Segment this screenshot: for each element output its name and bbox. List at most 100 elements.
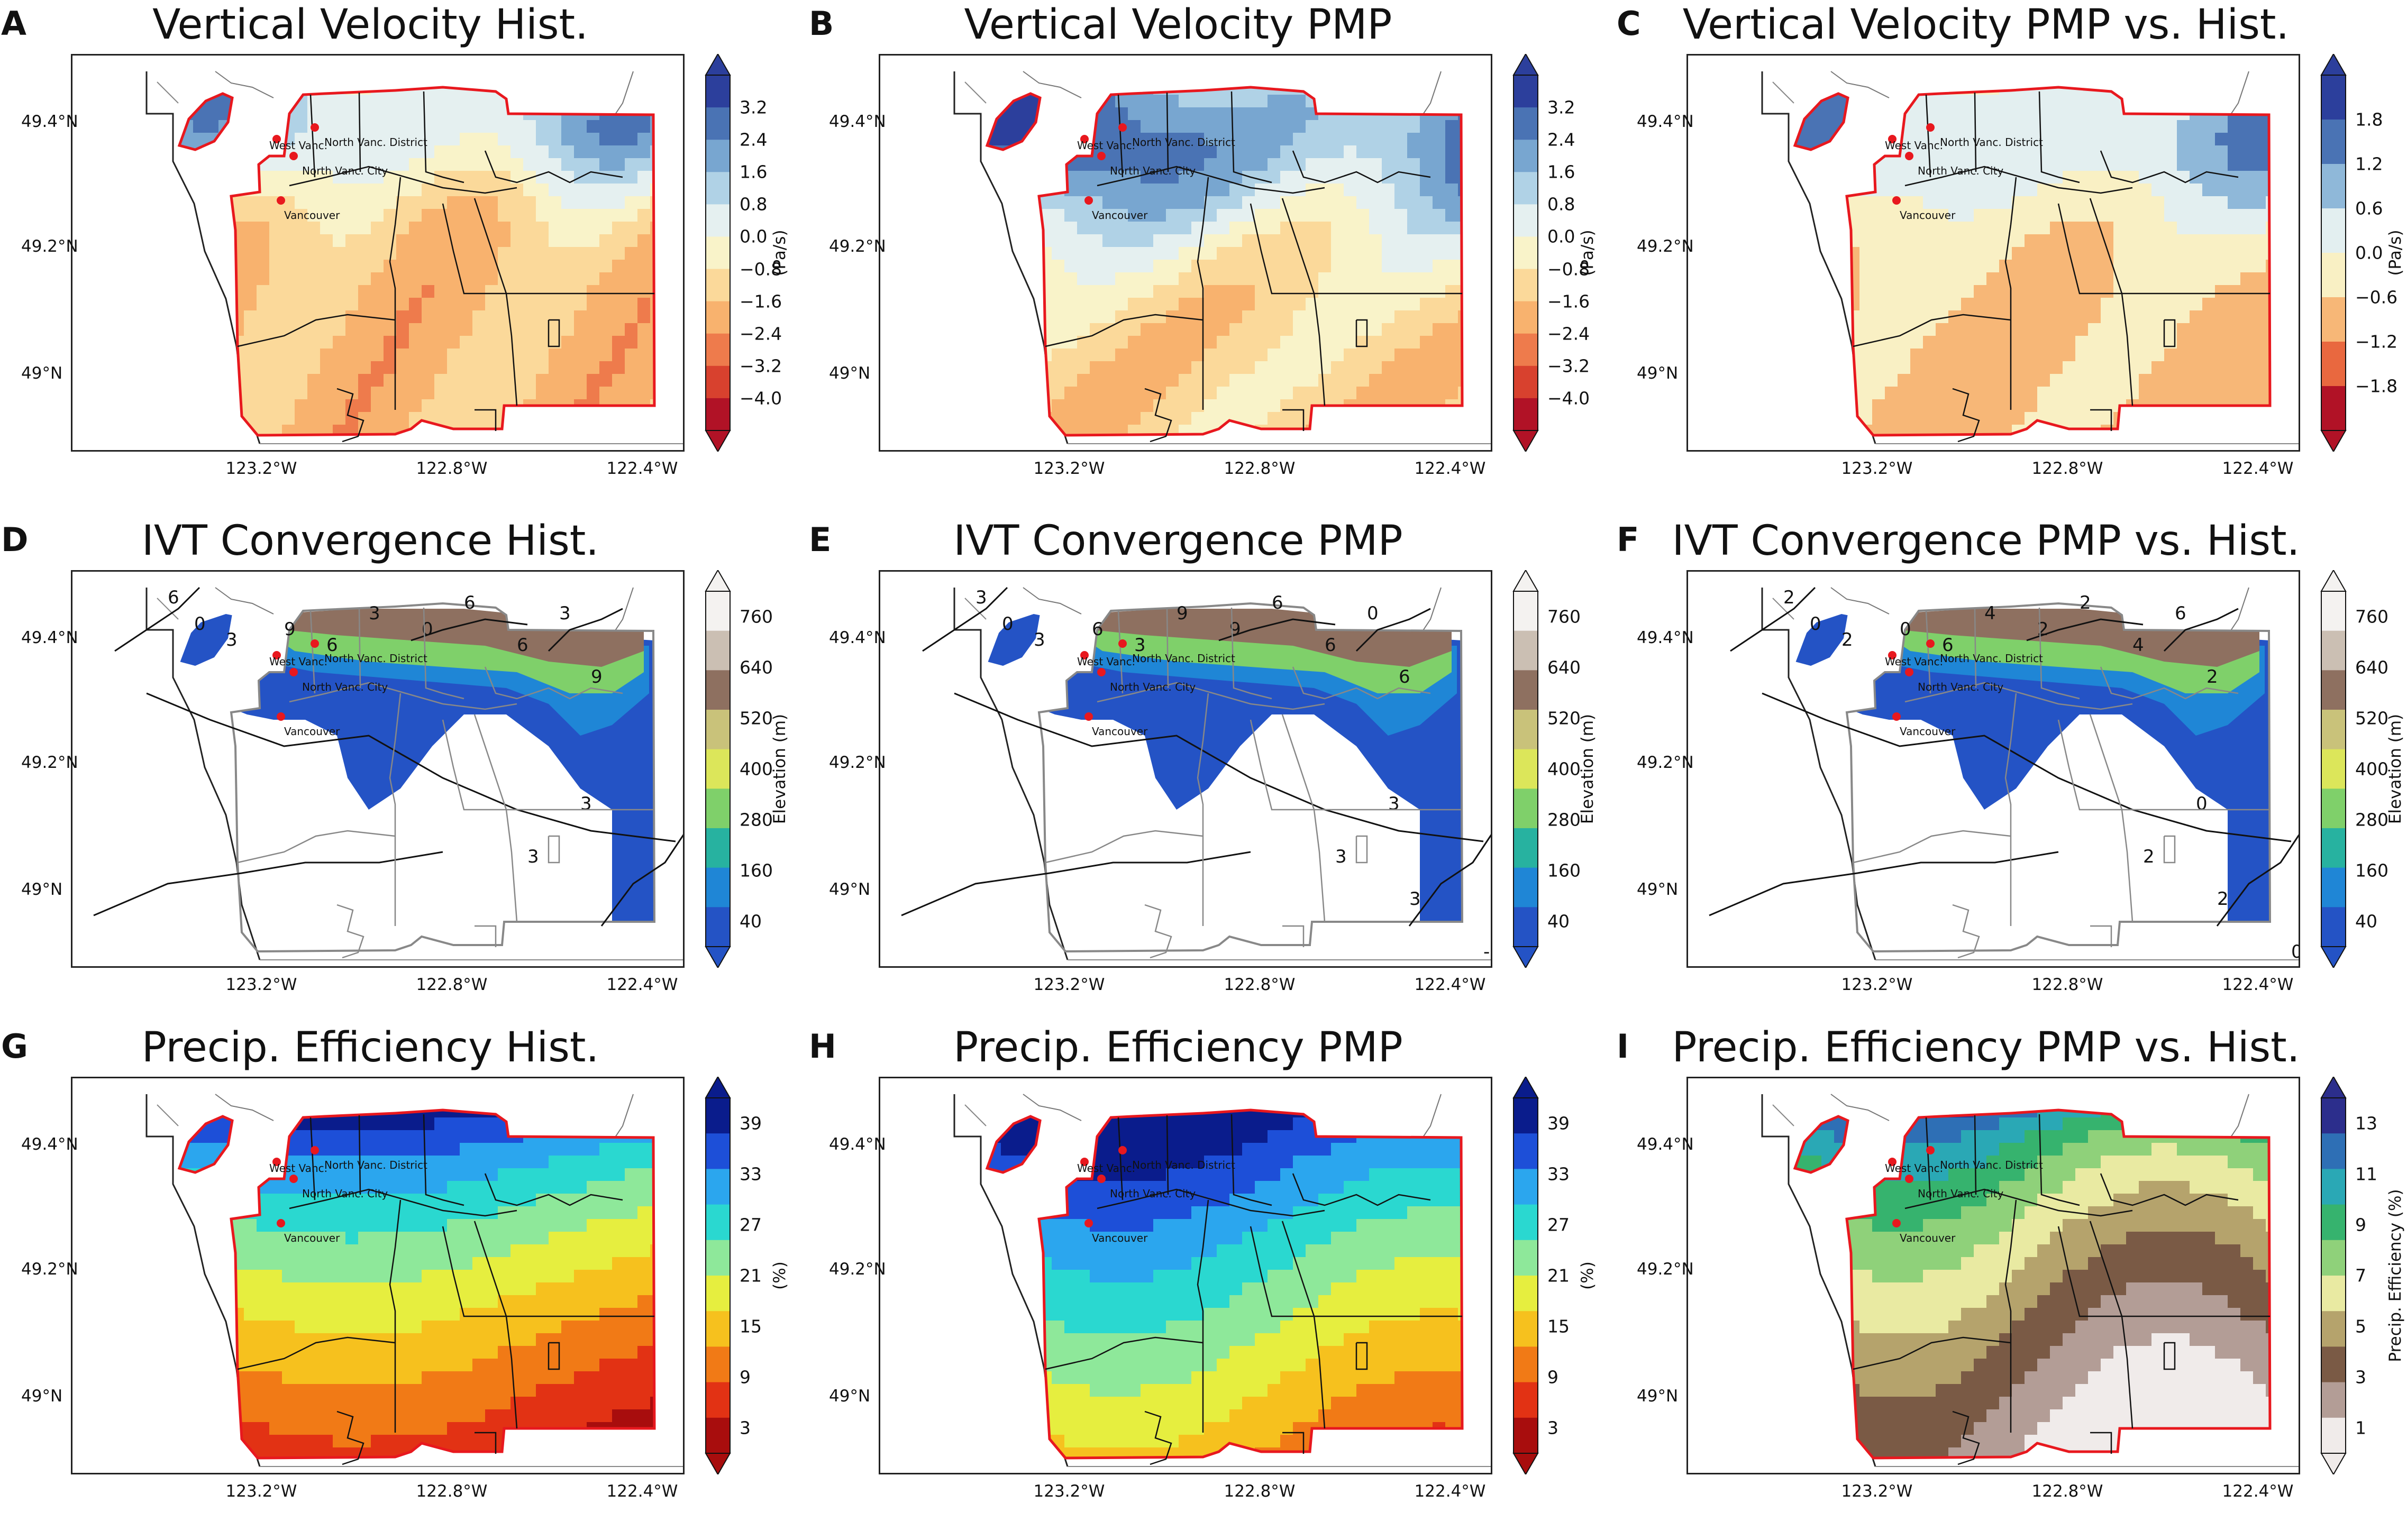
field-cell (2101, 387, 2114, 400)
field-cell (1014, 298, 1027, 311)
field-cell (1026, 361, 1040, 374)
colorbar-swatch (2321, 297, 2346, 342)
field-cell (244, 247, 257, 260)
field-cell (2151, 145, 2165, 159)
field-cell (1191, 184, 1205, 197)
field-cell (1077, 399, 1090, 412)
field-cell (333, 387, 346, 400)
field-cell (663, 1244, 676, 1258)
field-cell (574, 260, 587, 273)
field-cell (257, 1295, 270, 1308)
field-cell (2278, 336, 2292, 349)
field-cell (320, 387, 333, 400)
field-cell (2088, 95, 2101, 108)
field-cell (472, 1181, 486, 1194)
field-cell (1821, 425, 1835, 438)
field-cell (320, 1206, 333, 1220)
field-cell (1809, 260, 1822, 273)
field-cell (1026, 209, 1040, 222)
field-cell (1102, 399, 1116, 412)
field-cell (1986, 120, 2000, 133)
colorbar-tick-label: 520 (1547, 708, 1581, 729)
colorbar-swatch (1514, 366, 1538, 399)
field-cell (422, 1282, 435, 1296)
field-cell (244, 209, 257, 222)
field-cell (358, 399, 371, 412)
field-cell (612, 412, 625, 425)
field-cell (257, 1130, 270, 1143)
field-cell (269, 1321, 282, 1334)
field-cell (1344, 234, 1357, 248)
field-cell (561, 336, 575, 349)
field-cell (231, 374, 244, 387)
field-cell (1445, 260, 1458, 273)
field-cell (1872, 310, 1885, 324)
field-cell (1026, 336, 1040, 349)
field-cell (1255, 133, 1268, 146)
field-cell (1331, 387, 1344, 400)
field-cell (612, 196, 625, 209)
field-cell (371, 1270, 384, 1283)
field-cell (625, 158, 638, 171)
field-cell (257, 387, 270, 400)
colorbar-swatch (2321, 749, 2346, 790)
field-cell (1885, 234, 1898, 248)
field-cell (2240, 336, 2254, 349)
field-cell (2050, 95, 2063, 108)
field-cell (988, 387, 1001, 400)
field-cell (409, 1397, 422, 1410)
y-tick-label: 49°N (829, 364, 870, 383)
field-cell (1204, 298, 1217, 311)
field-cell (447, 234, 460, 248)
field-cell (371, 184, 384, 197)
field-cell (1204, 209, 1217, 222)
field-cell (333, 1117, 346, 1131)
field-cell (257, 1156, 270, 1169)
field-cell (988, 336, 1001, 349)
field-cell (2278, 412, 2292, 425)
field-cell (1471, 107, 1484, 121)
field-cell (1255, 196, 1268, 209)
field-cell (1910, 310, 1923, 324)
field-cell (231, 1156, 244, 1169)
field-cell (180, 361, 194, 374)
field-cell (2177, 222, 2190, 235)
field-cell (1356, 82, 1370, 95)
field-cell (244, 222, 257, 235)
colorbar-tick-label: 1.8 (2355, 109, 2383, 130)
field-cell (510, 425, 524, 438)
field-cell (1974, 184, 1987, 197)
field-cell (587, 1143, 600, 1156)
field-cell (625, 336, 638, 349)
field-cell (384, 425, 397, 438)
field-cell (2088, 412, 2101, 425)
field-cell (257, 1244, 270, 1258)
field-cell (2063, 349, 2076, 362)
field-cell (523, 310, 536, 324)
field-cell (637, 425, 651, 438)
field-cell (244, 349, 257, 362)
field-cell (637, 272, 651, 286)
municipal-boundary (1853, 831, 2011, 863)
contour-label: 2 (2143, 846, 2155, 867)
field-cell (168, 349, 181, 362)
contour-label: 0 (2196, 793, 2208, 814)
field-cell (1229, 260, 1243, 273)
field-cell (1280, 171, 1293, 184)
field-cell (345, 234, 359, 248)
field-cell (2012, 120, 2025, 133)
field-cell (168, 260, 181, 273)
field-cell (1331, 336, 1344, 349)
field-cell (257, 133, 270, 146)
field-cell (1229, 425, 1243, 438)
field-cell (206, 1244, 219, 1258)
field-cell (637, 247, 651, 260)
x-tick-label: 122.4°W (1415, 975, 1486, 994)
field-cell (1394, 120, 1408, 133)
field-cell (1318, 158, 1332, 171)
field-cell (1356, 209, 1370, 222)
field-cell (1948, 95, 1962, 108)
field-cell (561, 1232, 575, 1245)
field-cell (269, 285, 282, 298)
field-cell (2240, 82, 2254, 95)
